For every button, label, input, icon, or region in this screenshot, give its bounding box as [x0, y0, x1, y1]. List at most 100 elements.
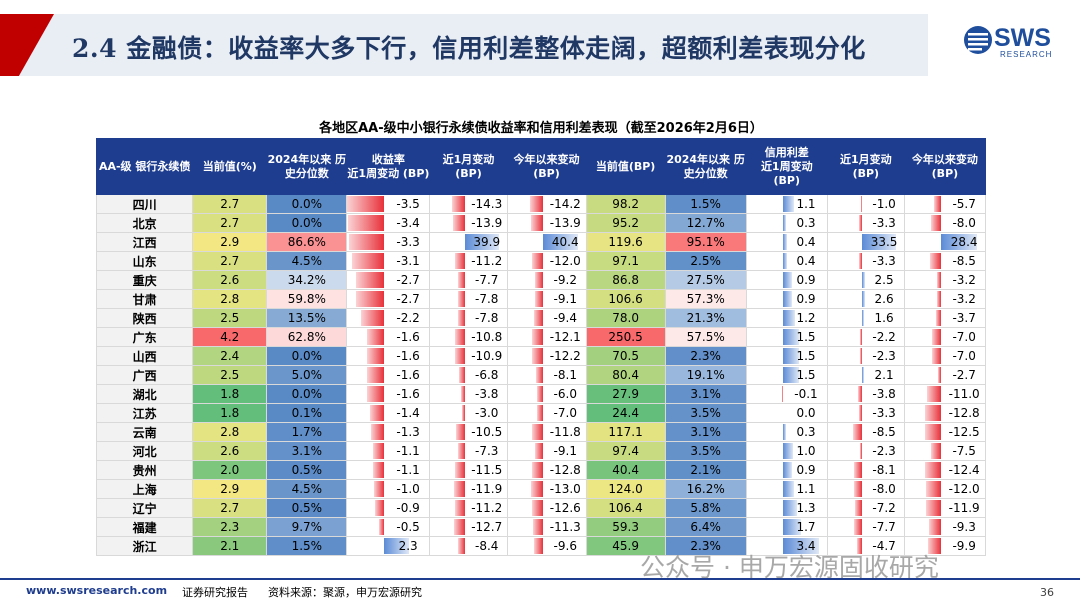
cell-region: 辽宁 — [95, 498, 194, 518]
negative-bar — [928, 538, 941, 554]
positive-bar — [782, 462, 793, 478]
table-row: 广西 2.5 5.0% -1.6 -6.8 -8.1 80.4 19.1% 1.5 2.1 -2.7 — [95, 365, 987, 385]
bar-value: -3.2 — [952, 273, 976, 287]
cell-spread-current: 86.8 — [585, 270, 666, 290]
bar-value: -3.5 — [396, 197, 420, 211]
bar-value: -13.9 — [549, 216, 581, 230]
bar-value: 2.6 — [874, 292, 894, 306]
bar-value: -3.1 — [396, 254, 420, 268]
sws-logo-icon — [964, 26, 992, 54]
cell-spread-percentile: 12.7% — [664, 213, 747, 233]
cell-yield-week: -1.6 — [346, 327, 431, 347]
negative-bar — [532, 253, 543, 269]
bar-value: -3.3 — [872, 406, 896, 420]
table-row: 重庆 2.6 34.2% -2.7 -7.7 -9.2 86.8 27.5% 0.9 2.5 -3.… — [95, 270, 987, 290]
cell-region: 甘肃 — [95, 289, 194, 309]
col-header-spread-month: 近1月变动 (BP) — [826, 138, 905, 195]
negative-bar — [361, 310, 385, 326]
positive-bar — [782, 443, 794, 459]
negative-bar — [372, 443, 385, 459]
bar-value: -8.5 — [952, 254, 976, 268]
cell-yield-week: -1.1 — [346, 441, 431, 461]
footer-url[interactable]: www.swsresearch.com — [26, 584, 168, 597]
cell-yield-ytd: -7.0 — [506, 403, 587, 423]
negative-bar — [455, 253, 465, 269]
bar-value: -7.8 — [475, 311, 499, 325]
bar-value: -10.8 — [471, 330, 503, 344]
bar-value: -9.2 — [553, 273, 577, 287]
negative-bar — [931, 443, 941, 459]
cell-spread-percentile: 3.5% — [664, 403, 747, 423]
bar-value: -12.6 — [549, 501, 581, 515]
negative-bar — [457, 538, 465, 554]
bar-value: -12.5 — [948, 425, 980, 439]
cell-region: 浙江 — [95, 536, 194, 556]
negative-bar — [853, 481, 863, 497]
cell-yield-week: 2.3 — [346, 536, 431, 556]
cell-yield-ytd: -9.1 — [506, 289, 587, 309]
bar-value: 0.9 — [796, 463, 816, 477]
cell-spread-month: -3.3 — [826, 403, 905, 423]
bar-value: -1.0 — [872, 197, 896, 211]
bar-value: 2.1 — [874, 368, 894, 382]
bar-value: -7.0 — [952, 349, 976, 363]
positive-bar — [782, 481, 795, 497]
cell-yield-ytd: -9.2 — [506, 270, 587, 290]
col-header-yield-current: 当前值(%) — [192, 138, 268, 195]
bar-value: -12.4 — [948, 463, 980, 477]
cell-spread-ytd: -2.7 — [903, 365, 987, 385]
cell-yield-percentile: 9.7% — [266, 517, 348, 537]
cell-spread-week: 0.3 — [745, 213, 828, 233]
negative-bar — [461, 386, 465, 402]
cell-yield-percentile: 1.7% — [266, 422, 348, 442]
bar-value: -9.3 — [952, 520, 976, 534]
cell-spread-current: 24.4 — [585, 403, 666, 423]
col-header-spread-current: 当前值(BP) — [585, 138, 666, 195]
cell-yield-ytd: -14.2 — [506, 194, 587, 214]
negative-bar — [532, 519, 543, 535]
cell-yield-week: -1.1 — [346, 460, 431, 480]
bar-value: -1.1 — [396, 444, 420, 458]
cell-spread-percentile: 5.8% — [664, 498, 747, 518]
negative-bar — [531, 500, 543, 516]
bar-value: -6.8 — [475, 368, 499, 382]
negative-bar — [925, 462, 941, 478]
cell-yield-current: 2.8 — [192, 422, 268, 442]
bar-value: -4.7 — [872, 539, 896, 553]
cell-yield-ytd: -13.0 — [506, 479, 587, 499]
cell-spread-percentile: 2.1% — [664, 460, 747, 480]
negative-bar — [925, 481, 941, 497]
table-row: 江西 2.9 86.6% -3.3 39.9 40.4 119.6 95.1% 0.4 33.5 2… — [95, 232, 987, 252]
negative-bar — [454, 462, 465, 478]
cell-region: 山西 — [95, 346, 194, 366]
negative-bar — [857, 538, 863, 554]
bar-value: -1.6 — [396, 330, 420, 344]
cell-spread-ytd: -8.0 — [903, 213, 987, 233]
positive-bar — [782, 538, 819, 554]
cell-yield-current: 1.8 — [192, 403, 268, 423]
cell-yield-current: 2.1 — [192, 536, 268, 556]
cell-yield-month: -7.7 — [429, 270, 508, 290]
positive-bar — [782, 291, 793, 307]
cell-yield-month: -11.5 — [429, 460, 508, 480]
negative-bar — [532, 348, 543, 364]
col-header-spread-week: 信用利差 近1周变动 (BP) — [745, 138, 828, 195]
bar-value: -11.8 — [549, 425, 581, 439]
negative-bar — [458, 272, 465, 288]
cell-spread-ytd: -12.4 — [903, 460, 987, 480]
bar-value: 1.5 — [796, 368, 816, 382]
negative-bar — [531, 481, 543, 497]
negative-bar — [926, 386, 941, 402]
cell-yield-month: -7.3 — [429, 441, 508, 461]
bar-value: -2.2 — [396, 311, 420, 325]
cell-spread-current: 250.5 — [585, 327, 666, 347]
cell-spread-current: 98.2 — [585, 194, 666, 214]
cell-yield-month: -10.8 — [429, 327, 508, 347]
positive-bar — [782, 519, 801, 535]
positive-bar — [384, 538, 409, 554]
negative-bar — [349, 234, 385, 250]
cell-spread-month: -1.0 — [826, 194, 905, 214]
negative-bar — [455, 329, 465, 345]
positive-bar — [782, 196, 795, 212]
cell-spread-week: 0.9 — [745, 289, 828, 309]
